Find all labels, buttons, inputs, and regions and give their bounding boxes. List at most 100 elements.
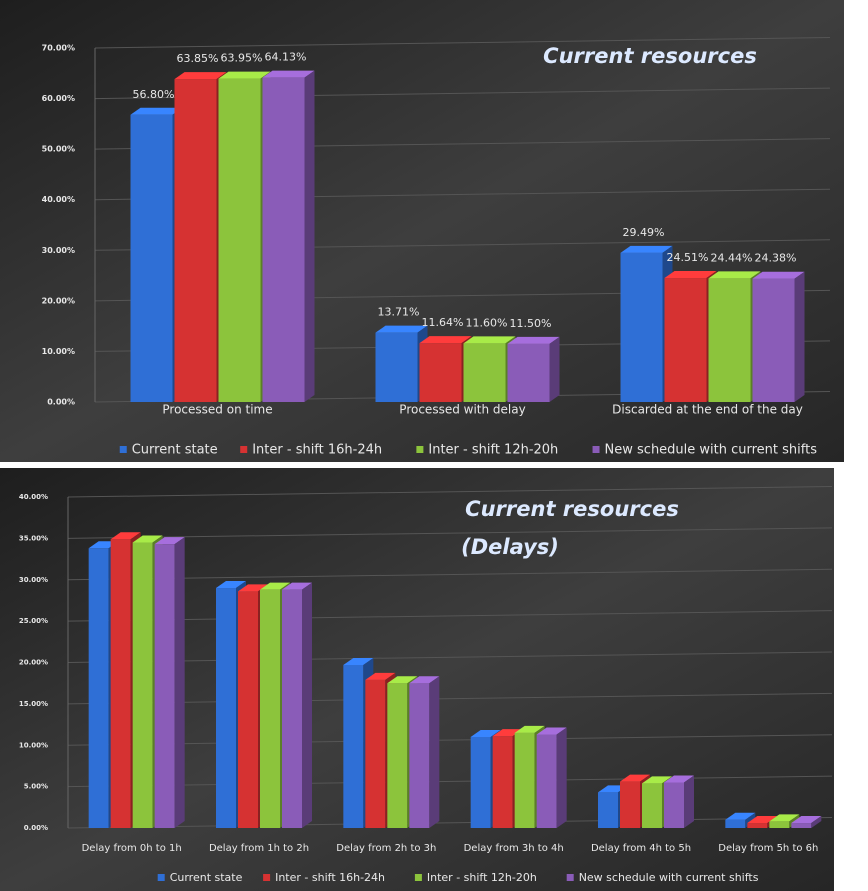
bar-side bbox=[174, 537, 185, 828]
bar-front bbox=[470, 736, 491, 828]
bar-side bbox=[429, 676, 440, 828]
grid-line bbox=[67, 610, 833, 622]
bar-top bbox=[791, 816, 822, 824]
bar-top bbox=[130, 107, 183, 115]
x-tick-label: Discarded at the end of the day bbox=[612, 403, 803, 417]
legend-label: Inter - shift 12h-20h bbox=[428, 443, 558, 458]
bar bbox=[791, 816, 822, 828]
bar-front bbox=[238, 591, 258, 828]
value-label: 24.51% bbox=[667, 251, 709, 264]
bar-front bbox=[130, 114, 173, 403]
bar-front bbox=[664, 278, 707, 402]
bar-side bbox=[304, 70, 315, 402]
value-label: 24.38% bbox=[755, 252, 797, 265]
bar-front bbox=[791, 823, 812, 828]
x-tick-label: Delay from 1h to 2h bbox=[209, 843, 309, 854]
bar bbox=[536, 727, 567, 828]
y-tick-label: 30.00% bbox=[19, 576, 48, 584]
legend-swatch bbox=[119, 446, 127, 453]
bar-front bbox=[507, 343, 550, 402]
grid-line bbox=[67, 651, 833, 663]
legend-label: Current state bbox=[170, 871, 243, 884]
grid-line bbox=[67, 817, 833, 829]
bar bbox=[409, 676, 440, 828]
value-label: 63.95% bbox=[221, 52, 263, 65]
chart-title: Current resources bbox=[543, 44, 757, 68]
legend-label: Inter - shift 12h-20h bbox=[427, 871, 537, 884]
grid-line bbox=[67, 692, 833, 705]
y-tick-label: 40.00% bbox=[19, 493, 48, 501]
legend-swatch bbox=[566, 874, 574, 881]
y-tick-label: 40.00% bbox=[42, 195, 75, 204]
bar-front bbox=[154, 544, 175, 828]
bar-front bbox=[174, 79, 217, 402]
bar-top bbox=[470, 729, 501, 737]
bar-top bbox=[110, 532, 141, 540]
bar-front bbox=[282, 589, 302, 828]
legend-swatch bbox=[414, 874, 422, 881]
bar-top bbox=[260, 582, 290, 590]
grid-line bbox=[94, 37, 831, 49]
value-label: 56.80% bbox=[133, 88, 175, 101]
grid-line bbox=[67, 486, 833, 498]
bar-front bbox=[620, 252, 663, 402]
bar-side bbox=[549, 336, 560, 402]
value-label: 11.64% bbox=[422, 316, 464, 329]
bar-front bbox=[514, 732, 535, 828]
bar-top bbox=[218, 71, 271, 79]
y-tick-label: 5.00% bbox=[24, 783, 48, 791]
bar-front bbox=[260, 589, 280, 828]
x-tick-label: Delay from 3h to 4h bbox=[464, 843, 564, 854]
bar-front bbox=[343, 664, 364, 828]
bar-top bbox=[132, 535, 163, 543]
bar-side bbox=[556, 727, 567, 828]
bar-top bbox=[507, 336, 560, 344]
bar-front bbox=[409, 683, 430, 828]
bar-top bbox=[514, 725, 545, 733]
bar bbox=[282, 582, 312, 828]
y-tick-label: 30.00% bbox=[42, 246, 75, 255]
y-tick-label: 10.00% bbox=[42, 347, 75, 356]
bar-top bbox=[708, 271, 761, 279]
bar-front bbox=[218, 78, 261, 403]
x-tick-label: Processed with delay bbox=[399, 403, 525, 417]
bar-front bbox=[492, 736, 513, 828]
grid-line bbox=[67, 568, 833, 581]
y-tick-label: 35.00% bbox=[19, 534, 48, 542]
bar bbox=[752, 271, 805, 402]
y-tick-label: 20.00% bbox=[42, 296, 75, 305]
bar-front bbox=[365, 679, 386, 828]
legend-swatch bbox=[263, 874, 271, 881]
bar-side bbox=[684, 775, 694, 828]
y-tick-label: 50.00% bbox=[42, 145, 75, 154]
bar-top bbox=[343, 657, 374, 665]
x-tick-label: Delay from 4h to 5h bbox=[591, 843, 691, 854]
y-tick-label: 0.00% bbox=[47, 398, 75, 407]
bar-front bbox=[769, 821, 790, 828]
chart-title: Current resources bbox=[465, 497, 679, 521]
value-label: 64.13% bbox=[265, 51, 307, 64]
y-tick-label: 0.00% bbox=[24, 824, 48, 832]
bar-front bbox=[262, 77, 305, 402]
legend-swatch bbox=[157, 874, 165, 881]
bar bbox=[664, 775, 694, 828]
x-tick-label: Delay from 0h to 1h bbox=[82, 843, 182, 854]
legend-label: Current state bbox=[132, 443, 218, 458]
bar-front bbox=[620, 781, 640, 828]
y-tick-label: 15.00% bbox=[19, 700, 48, 708]
bar-front bbox=[708, 278, 751, 402]
grid-line bbox=[67, 734, 833, 746]
bar-top bbox=[725, 812, 756, 820]
bar-top bbox=[262, 70, 315, 78]
bar-top bbox=[154, 537, 185, 545]
chart-subtitle: (Delays) bbox=[461, 535, 559, 559]
bar-top bbox=[375, 325, 428, 333]
legend-label: Inter - shift 16h-24h bbox=[252, 443, 382, 458]
bar-top bbox=[216, 581, 246, 589]
bar-front bbox=[598, 792, 618, 828]
x-tick-label: Delay from 2h to 3h bbox=[336, 843, 436, 854]
bar-top bbox=[419, 336, 472, 344]
bar-front bbox=[216, 588, 236, 828]
grid-line bbox=[67, 527, 833, 539]
